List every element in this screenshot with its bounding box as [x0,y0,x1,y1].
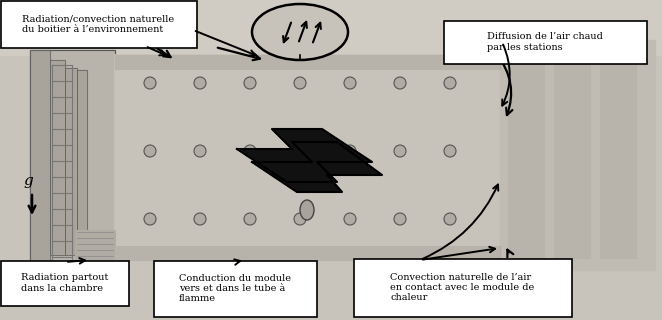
FancyBboxPatch shape [444,20,647,63]
Circle shape [194,213,206,225]
Circle shape [294,77,306,89]
Bar [77,70,87,250]
Ellipse shape [252,4,348,60]
Bar [0,0,662,55]
Circle shape [244,77,256,89]
Text: Radiation/convection naturelle
du boitier à l’environnement: Radiation/convection naturelle du boitie… [23,14,175,34]
Bar [0,262,662,320]
Circle shape [344,77,356,89]
Circle shape [394,213,406,225]
Circle shape [144,145,156,157]
Bar [115,55,500,260]
Bar [50,60,65,255]
Circle shape [194,145,206,157]
Text: Radiation partout
dans la chambre: Radiation partout dans la chambre [21,273,108,293]
Circle shape [394,145,406,157]
Bar [30,50,50,265]
Circle shape [294,145,306,157]
FancyBboxPatch shape [1,1,197,47]
FancyBboxPatch shape [1,260,128,306]
Bar [115,246,500,260]
FancyBboxPatch shape [354,259,571,316]
Polygon shape [237,129,372,182]
Bar [50,60,65,255]
Circle shape [444,213,456,225]
Bar [77,70,87,250]
Text: Convection naturelle de l’air
en contact avec le module de
chaleur: Convection naturelle de l’air en contact… [391,273,535,302]
Circle shape [344,145,356,157]
Circle shape [144,213,156,225]
Circle shape [294,213,306,225]
Ellipse shape [300,200,314,220]
Bar [554,52,590,258]
Circle shape [394,77,406,89]
Circle shape [144,77,156,89]
Circle shape [244,145,256,157]
Text: Diffusion de l’air chaud
par les stations: Diffusion de l’air chaud par les station… [487,32,603,52]
Circle shape [344,213,356,225]
Ellipse shape [300,130,314,150]
Text: Conduction du module
vers et dans le tube à
flamme: Conduction du module vers et dans le tub… [179,274,291,303]
Text: g: g [23,174,33,188]
Bar [30,50,115,265]
Polygon shape [252,142,382,192]
Bar [65,68,77,255]
Bar [600,52,636,258]
Bar [115,55,500,69]
Bar [30,50,50,265]
FancyBboxPatch shape [154,260,316,316]
Circle shape [444,77,456,89]
Bar [75,230,115,262]
Circle shape [244,213,256,225]
Bar [65,68,77,255]
Bar [508,52,544,258]
Bar [30,50,115,265]
Circle shape [444,145,456,157]
Bar [500,40,655,270]
Circle shape [194,77,206,89]
